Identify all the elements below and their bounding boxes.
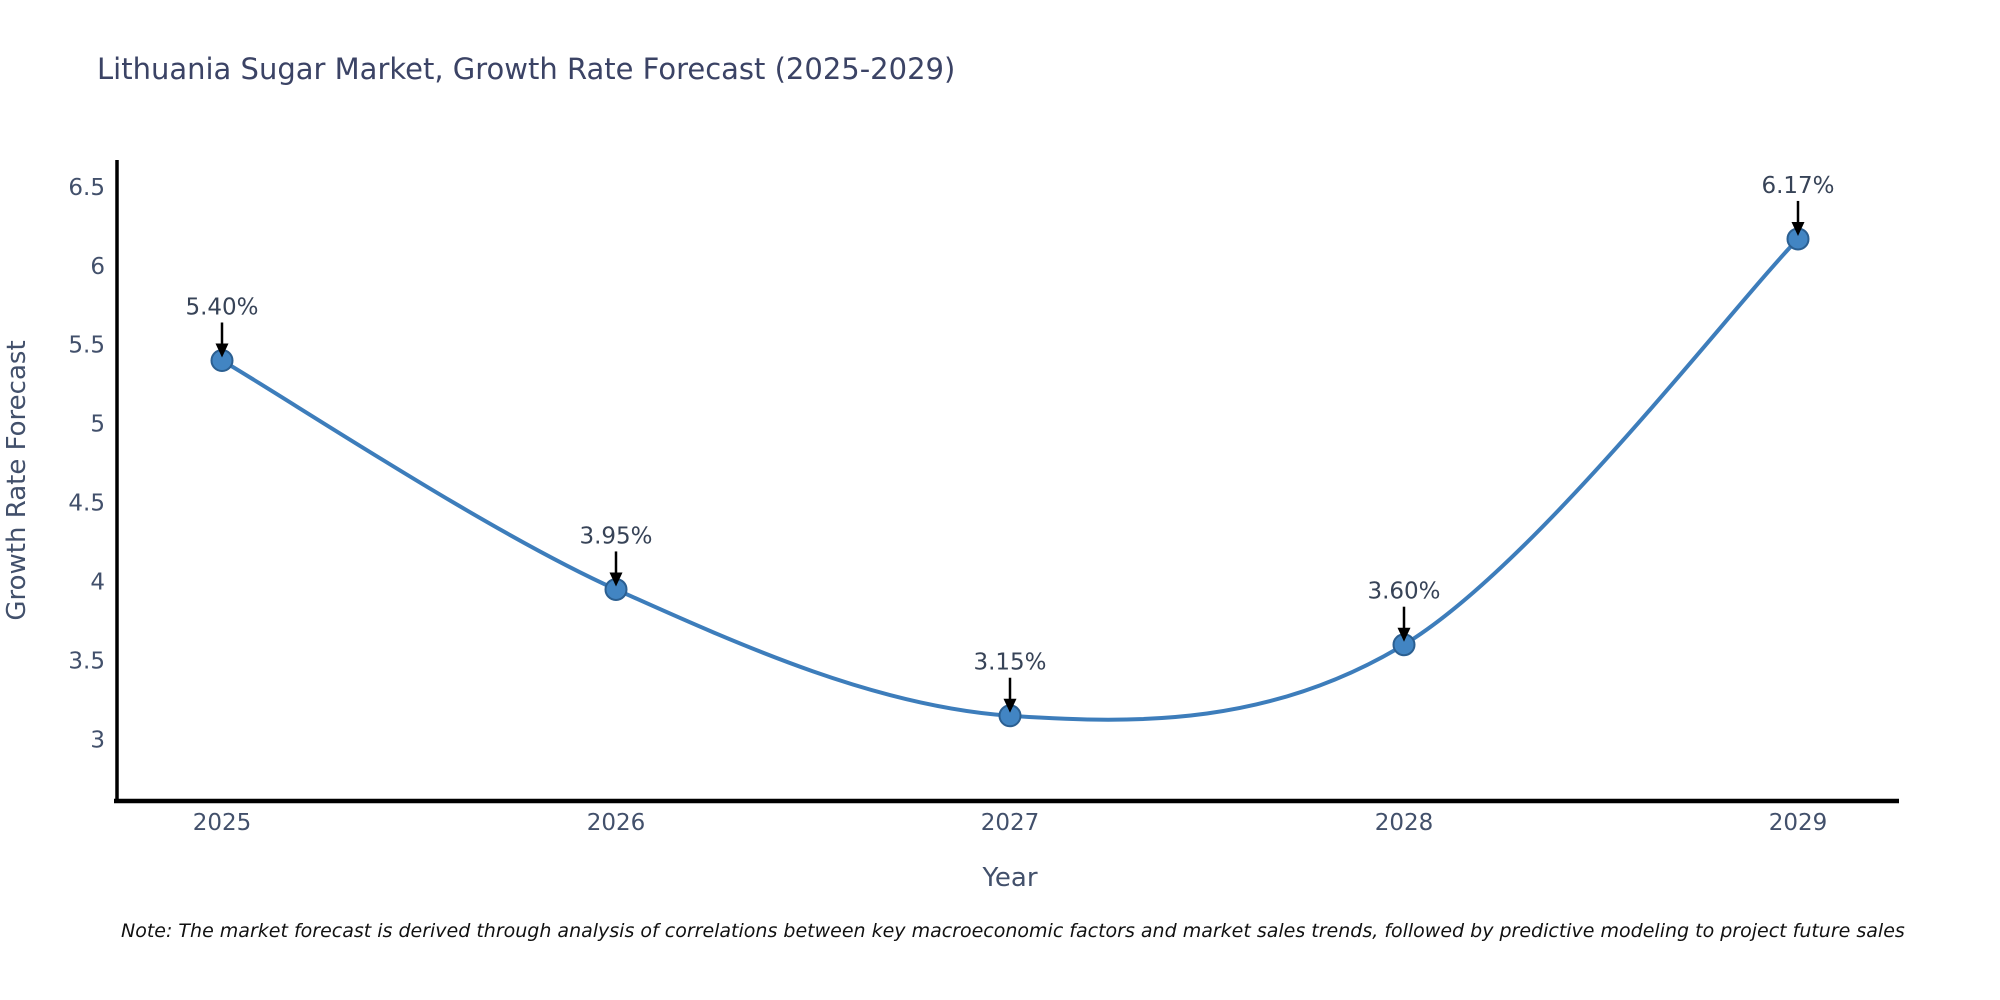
annotation-arrow-head (1397, 627, 1411, 642)
annotation-arrow-head (1003, 698, 1017, 713)
data-point-label: 5.40% (185, 295, 258, 321)
x-tick-label: 2027 (981, 810, 1040, 836)
data-point-label: 6.17% (1761, 173, 1834, 199)
y-tick-label: 3 (90, 727, 105, 753)
x-tick-label: 2025 (193, 810, 252, 836)
y-tick-label: 4 (90, 570, 105, 596)
y-tick-label: 4.5 (68, 491, 105, 517)
y-tick-label: 3.5 (68, 648, 105, 674)
data-point-label: 3.60% (1367, 579, 1440, 605)
data-point-label: 3.95% (579, 523, 652, 549)
y-tick-label: 6.5 (68, 175, 105, 201)
x-tick-label: 2029 (1769, 810, 1828, 836)
trend-line (220, 236, 1800, 722)
x-tick-label: 2028 (1375, 810, 1434, 836)
annotation-arrow-head (215, 343, 229, 358)
y-tick-label: 6 (90, 254, 105, 280)
y-axis-title: Growth Rate Forecast (2, 340, 32, 620)
chart-footnote: Note: The market forecast is derived thr… (121, 920, 1905, 942)
data-point-label: 3.15% (973, 650, 1046, 676)
y-tick-label: 5.5 (68, 333, 105, 359)
chart-title: Lithuania Sugar Market, Growth Rate Fore… (97, 52, 956, 86)
x-tick-label: 2026 (587, 810, 646, 836)
y-tick-label: 5 (90, 412, 105, 438)
x-axis-title: Year (981, 863, 1037, 893)
annotation-arrow-head (1791, 221, 1805, 236)
annotation-arrow-head (609, 572, 623, 587)
